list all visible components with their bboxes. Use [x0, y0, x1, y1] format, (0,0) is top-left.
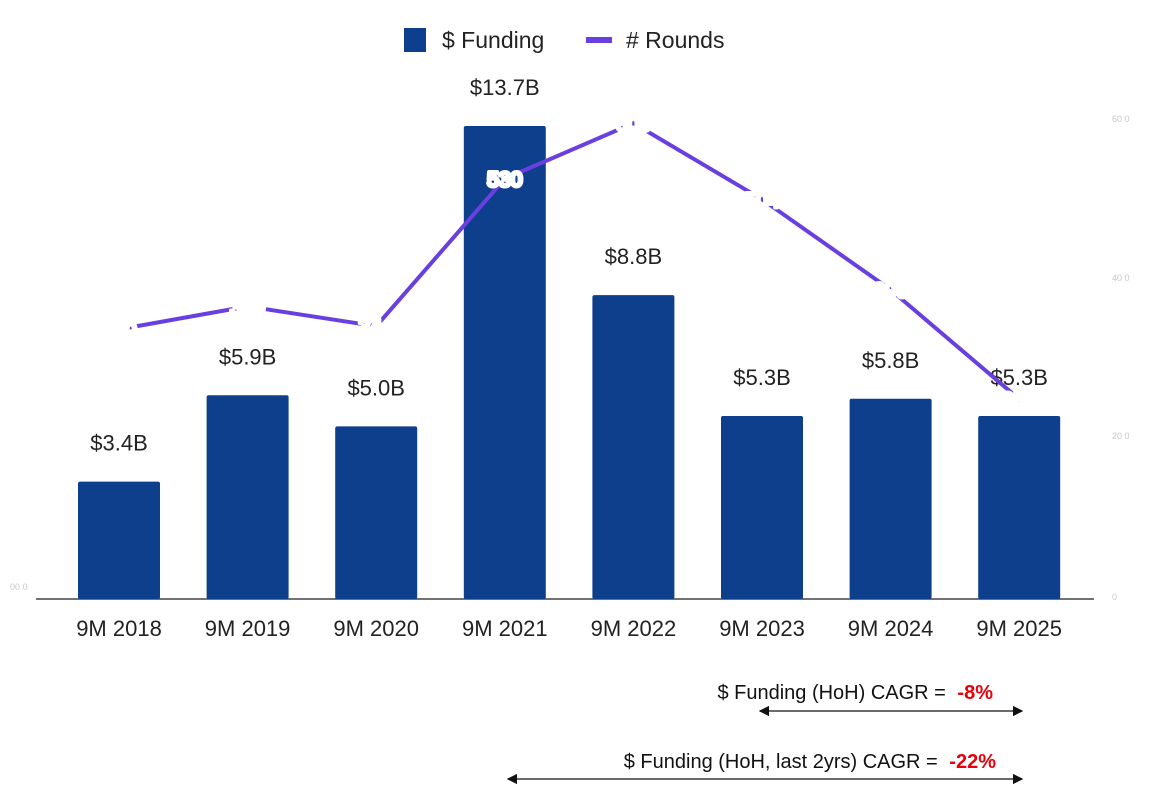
x-tick-label: 9M 2022 — [591, 616, 677, 641]
x-tick-label: 9M 2024 — [848, 616, 934, 641]
x-axis-tick-labels: 9M 2018 9M 2019 9M 2020 9M 2021 9M 2022 9M 20… — [76, 616, 1062, 641]
cagr-annotation-1-text: $ Funding (HoH) CAGR = -8% — [717, 682, 993, 704]
rounds-point-label: 252 — [1002, 389, 1037, 412]
cagr-annotation-2: $ Funding (HoH, last 2yrs) CAGR = -22% — [506, 751, 1024, 785]
funding-bar — [78, 481, 160, 599]
rounds-point-label: 504 — [744, 189, 779, 212]
rounds-point-labels: 340 369 344 530 600 504 390 252 — [99, 111, 1038, 414]
x-tick-label: 9M 2020 — [333, 616, 419, 641]
rounds-point-label: 390 — [873, 280, 908, 303]
cagr-annotation-1-label: $ Funding (HoH) CAGR = — [717, 682, 951, 704]
funding-bar-label: $5.0B — [347, 375, 405, 400]
funding-bar — [721, 416, 803, 599]
rounds-point-label: 340 — [101, 319, 136, 342]
right-axis-ticks: 60 0 40 0 20 0 0 — [1112, 114, 1130, 602]
funding-bar-label: $5.3B — [990, 365, 1048, 390]
funding-bar-label: $5.3B — [733, 365, 791, 390]
legend-swatch-rounds — [586, 37, 612, 43]
rounds-line — [117, 121, 1022, 402]
rounds-point-label: 369 — [230, 296, 265, 319]
funding-bar — [463, 126, 546, 599]
funding-bar-label: $5.8B — [862, 348, 920, 373]
right-axis-tick-20: 20 0 — [1112, 431, 1130, 441]
x-tick-label: 9M 2019 — [205, 616, 291, 641]
cagr-annotation-2-value: -22% — [949, 751, 996, 773]
funding-bar-label: $3.4B — [90, 431, 148, 456]
funding-bar-label: $13.7B — [470, 75, 540, 100]
cagr-annotation-1: $ Funding (HoH) CAGR = -8% — [717, 682, 1024, 717]
funding-bar — [335, 426, 418, 599]
cagr-annotation-2-text: $ Funding (HoH, last 2yrs) CAGR = -22% — [624, 751, 996, 773]
funding-bar — [849, 398, 932, 599]
funding-bar — [592, 295, 675, 599]
legend-swatch-funding — [404, 28, 426, 52]
rounds-point-label: 344 — [359, 316, 394, 339]
x-tick-label: 9M 2023 — [719, 616, 805, 641]
funding-bars — [78, 126, 1061, 599]
funding-bar-labels: $3.4B $5.9B $5.0B $13.7B $8.8B $5.3B $5.8B $5.3… — [90, 75, 1048, 456]
legend: $ Funding # Rounds — [404, 27, 724, 53]
cagr-annotation-2-label: $ Funding (HoH, last 2yrs) CAGR = — [624, 751, 944, 773]
rounds-point-label: 600 — [616, 113, 651, 136]
funding-bar — [978, 416, 1061, 599]
rounds-line-layer — [117, 121, 1022, 402]
right-axis-tick-0: 0 — [1112, 592, 1117, 602]
x-tick-label: 9M 2025 — [976, 616, 1062, 641]
funding-bar-label: $5.9B — [219, 344, 277, 369]
x-tick-label: 9M 2018 — [76, 616, 162, 641]
rounds-point-label: 530 — [487, 169, 522, 192]
right-axis-tick-60: 60 0 — [1112, 114, 1130, 124]
legend-label-rounds: # Rounds — [626, 27, 724, 53]
funding-bar-label: $8.8B — [605, 244, 663, 269]
right-axis-tick-40: 40 0 — [1112, 273, 1130, 283]
x-tick-label: 9M 2021 — [462, 616, 548, 641]
legend-label-funding: $ Funding — [442, 27, 544, 53]
left-axis-tick-0: 00 0 — [10, 582, 28, 592]
cagr-annotation-1-value: -8% — [957, 682, 993, 704]
funding-bar — [206, 395, 289, 599]
